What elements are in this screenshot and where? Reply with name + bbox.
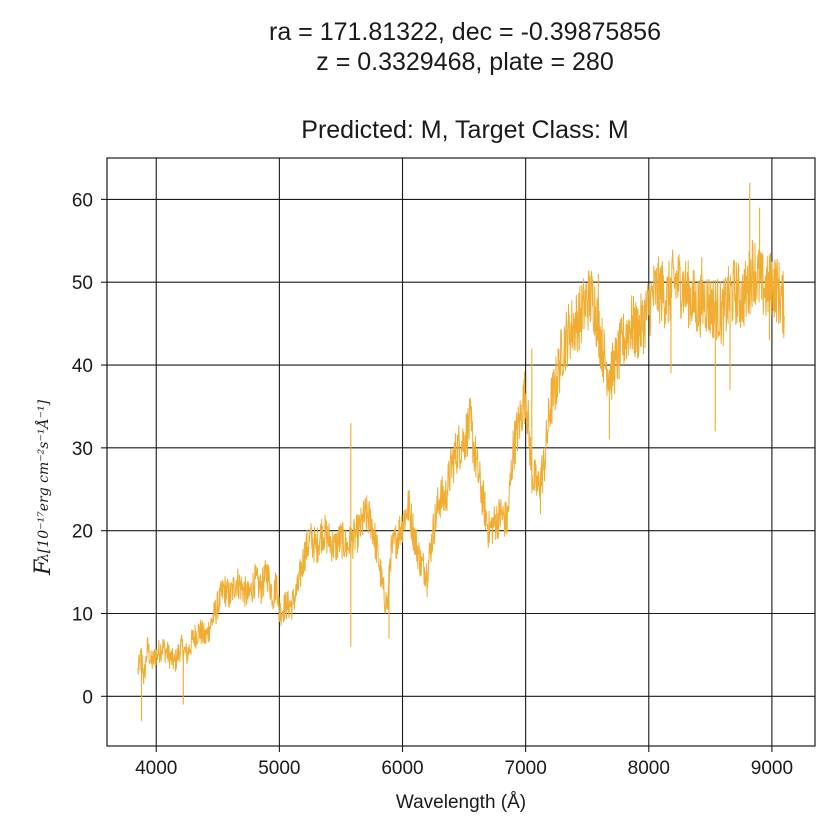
- chart-title-line-2: z = 0.3329468, plate = 280: [316, 48, 614, 76]
- x-axis-label: Wavelength (Å): [396, 792, 526, 813]
- chart-title-line-1: ra = 171.81322, dec = -0.39875856: [269, 18, 661, 46]
- plot-area: [137, 182, 785, 722]
- spectrum-line: [137, 239, 785, 685]
- chart-subtitle: Predicted: M, Target Class: M: [301, 116, 629, 144]
- x-tick-label: 4000: [135, 758, 177, 779]
- y-tick-label: 20: [72, 522, 93, 543]
- y-tick-label: 50: [72, 273, 93, 294]
- y-tick-label: 40: [72, 356, 93, 377]
- y-axis-label-main: F: [31, 559, 56, 576]
- x-tick-label: 9000: [751, 758, 793, 779]
- y-tick-label: 60: [72, 190, 93, 211]
- x-tick-label: 5000: [258, 758, 300, 779]
- y-axis-label-sub: λ[10⁻¹⁷erg cm⁻²s⁻¹Å⁻¹]: [34, 399, 52, 563]
- y-tick-label: 30: [72, 439, 93, 460]
- grid-lines: [107, 158, 815, 746]
- x-tick-label: 7000: [505, 758, 547, 779]
- axis-ticks: 4000 5000 6000 7000 8000 9000 0 10 20 30 40 50 60: [72, 190, 793, 779]
- y-tick-label: 0: [82, 687, 93, 708]
- x-tick-label: 8000: [628, 758, 670, 779]
- y-tick-label: 10: [72, 604, 93, 625]
- x-tick-label: 6000: [381, 758, 423, 779]
- y-axis-label: F λ[10⁻¹⁷erg cm⁻²s⁻¹Å⁻¹]: [31, 399, 56, 576]
- plot-frame: [106, 157, 816, 747]
